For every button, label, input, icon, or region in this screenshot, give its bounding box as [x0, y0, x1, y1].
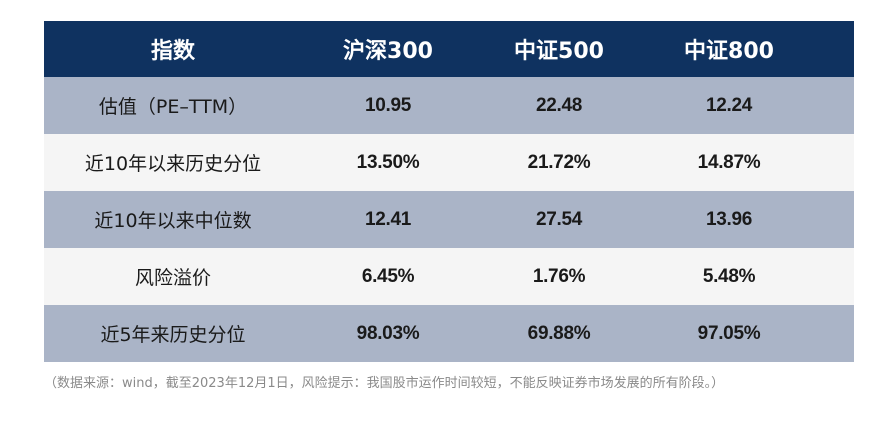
table-cell: 21.72% [527, 151, 591, 173]
row-label: 近10年以来历史分位 [84, 153, 262, 175]
table-cell: 22.48 [535, 94, 583, 116]
table-cell: 69.88% [527, 322, 591, 344]
table-cell: 27.54 [535, 208, 583, 230]
table-cell: 6.45% [361, 265, 415, 287]
table-header-row: 指数 沪深300 中证500 中证800 [44, 21, 854, 77]
table-cell: 13.50% [356, 151, 420, 173]
row-label: 风险溢价 [134, 267, 211, 289]
table-cell: 97.05% [697, 322, 761, 344]
table-cell: 12.24 [705, 94, 753, 116]
table-row: 风险溢价 6.45% 1.76% 5.48% [44, 248, 854, 305]
row-label: 近5年来历史分位 [100, 324, 246, 346]
table-cell: 5.48% [702, 265, 756, 287]
table-cell: 1.76% [532, 265, 586, 287]
table-row: 近10年以来中位数 12.41 27.54 13.96 [44, 191, 854, 248]
row-label: 估值（PE–TTM） [98, 96, 248, 118]
table-cell: 98.03% [356, 322, 420, 344]
header-cell-zz800: 中证800 [684, 39, 774, 64]
header-cell-index: 指数 [150, 39, 195, 64]
row-label: 近10年以来中位数 [94, 210, 252, 232]
table-cell: 14.87% [697, 151, 761, 173]
table-row: 近5年来历史分位 98.03% 69.88% 97.05% [44, 305, 854, 362]
table-row: 近10年以来历史分位 13.50% 21.72% 14.87% [44, 134, 854, 191]
source-note: （数据来源：wind，截至2023年12月1日，风险提示：我国股市运作时间较短，… [44, 376, 725, 391]
table-cell: 12.41 [364, 208, 412, 230]
table-cell: 13.96 [705, 208, 753, 230]
valuation-table: 指数 沪深300 中证500 中证800 估值（PE–TTM） 10.95 22… [44, 21, 854, 362]
table-row: 估值（PE–TTM） 10.95 22.48 12.24 [44, 77, 854, 134]
header-cell-zz500: 中证500 [514, 39, 604, 64]
header-cell-hs300: 沪深300 [343, 39, 433, 64]
table-cell: 10.95 [364, 94, 412, 116]
